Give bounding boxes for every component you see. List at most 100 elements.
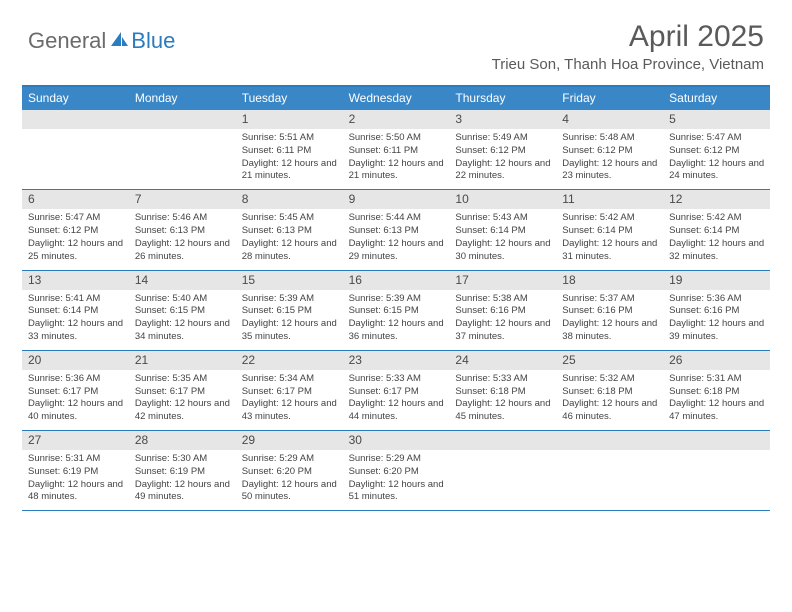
sunrise-line: Sunrise: 5:46 AM	[135, 212, 231, 225]
sunset-line: Sunset: 6:17 PM	[242, 386, 338, 399]
sunrise-line: Sunrise: 5:29 AM	[242, 453, 338, 466]
day-number: 6	[22, 190, 129, 209]
sunrise-line: Sunrise: 5:45 AM	[242, 212, 338, 225]
day-cell: Sunrise: 5:39 AMSunset: 6:15 PMDaylight:…	[343, 290, 450, 350]
sunset-line: Sunset: 6:13 PM	[242, 225, 338, 238]
sunset-line: Sunset: 6:16 PM	[669, 305, 765, 318]
day-cell: Sunrise: 5:47 AMSunset: 6:12 PMDaylight:…	[22, 209, 129, 269]
sunrise-line: Sunrise: 5:36 AM	[669, 293, 765, 306]
daylight-line: Daylight: 12 hours and 29 minutes.	[349, 238, 445, 264]
day-cell: Sunrise: 5:48 AMSunset: 6:12 PMDaylight:…	[556, 129, 663, 189]
sunrise-line: Sunrise: 5:49 AM	[455, 132, 551, 145]
sunrise-line: Sunrise: 5:30 AM	[135, 453, 231, 466]
sunrise-line: Sunrise: 5:47 AM	[28, 212, 124, 225]
sunset-line: Sunset: 6:15 PM	[349, 305, 445, 318]
day-number: 18	[556, 271, 663, 290]
day-number: 12	[663, 190, 770, 209]
sunset-line: Sunset: 6:17 PM	[135, 386, 231, 399]
day-number: 29	[236, 431, 343, 450]
day-number: 14	[129, 271, 236, 290]
daylight-line: Daylight: 12 hours and 22 minutes.	[455, 158, 551, 184]
day-cell: Sunrise: 5:36 AMSunset: 6:16 PMDaylight:…	[663, 290, 770, 350]
daylight-line: Daylight: 12 hours and 25 minutes.	[28, 238, 124, 264]
sunset-line: Sunset: 6:12 PM	[669, 145, 765, 158]
sunrise-line: Sunrise: 5:33 AM	[349, 373, 445, 386]
daylight-line: Daylight: 12 hours and 47 minutes.	[669, 398, 765, 424]
day-cell: Sunrise: 5:35 AMSunset: 6:17 PMDaylight:…	[129, 370, 236, 430]
sunrise-line: Sunrise: 5:43 AM	[455, 212, 551, 225]
day-cell: Sunrise: 5:33 AMSunset: 6:17 PMDaylight:…	[343, 370, 450, 430]
day-number	[22, 110, 129, 129]
day-number: 10	[449, 190, 556, 209]
daynum-band: 6789101112	[22, 190, 770, 209]
daylight-line: Daylight: 12 hours and 37 minutes.	[455, 318, 551, 344]
logo-text-general: General	[28, 28, 106, 54]
sunrise-line: Sunrise: 5:48 AM	[562, 132, 658, 145]
day-number: 3	[449, 110, 556, 129]
sunrise-line: Sunrise: 5:38 AM	[455, 293, 551, 306]
dow-tuesday: Tuesday	[236, 87, 343, 110]
day-number	[129, 110, 236, 129]
daylight-line: Daylight: 12 hours and 38 minutes.	[562, 318, 658, 344]
day-cell: Sunrise: 5:49 AMSunset: 6:12 PMDaylight:…	[449, 129, 556, 189]
day-cell: Sunrise: 5:41 AMSunset: 6:14 PMDaylight:…	[22, 290, 129, 350]
header: General Blue April 2025 Trieu Son, Thanh…	[0, 0, 792, 79]
daylight-line: Daylight: 12 hours and 24 minutes.	[669, 158, 765, 184]
day-number: 19	[663, 271, 770, 290]
sunset-line: Sunset: 6:16 PM	[455, 305, 551, 318]
daylight-line: Daylight: 12 hours and 31 minutes.	[562, 238, 658, 264]
calendar-weeks: 12345Sunrise: 5:51 AMSunset: 6:11 PMDayl…	[22, 110, 770, 511]
dow-saturday: Saturday	[663, 87, 770, 110]
day-cell: Sunrise: 5:30 AMSunset: 6:19 PMDaylight:…	[129, 450, 236, 510]
daylight-line: Daylight: 12 hours and 42 minutes.	[135, 398, 231, 424]
day-cell: Sunrise: 5:34 AMSunset: 6:17 PMDaylight:…	[236, 370, 343, 430]
title-block: April 2025 Trieu Son, Thanh Hoa Province…	[492, 20, 764, 73]
sunset-line: Sunset: 6:18 PM	[562, 386, 658, 399]
sunset-line: Sunset: 6:17 PM	[28, 386, 124, 399]
week-row: 6789101112Sunrise: 5:47 AMSunset: 6:12 P…	[22, 190, 770, 270]
sunset-line: Sunset: 6:19 PM	[135, 466, 231, 479]
sunset-line: Sunset: 6:15 PM	[242, 305, 338, 318]
day-cell: Sunrise: 5:47 AMSunset: 6:12 PMDaylight:…	[663, 129, 770, 189]
day-cell: Sunrise: 5:45 AMSunset: 6:13 PMDaylight:…	[236, 209, 343, 269]
day-number: 9	[343, 190, 450, 209]
daylight-line: Daylight: 12 hours and 34 minutes.	[135, 318, 231, 344]
daynum-band: 13141516171819	[22, 271, 770, 290]
day-number	[556, 431, 663, 450]
daylight-line: Daylight: 12 hours and 40 minutes.	[28, 398, 124, 424]
day-cell	[449, 450, 556, 510]
day-cell	[663, 450, 770, 510]
day-number: 17	[449, 271, 556, 290]
day-cell: Sunrise: 5:46 AMSunset: 6:13 PMDaylight:…	[129, 209, 236, 269]
day-number: 22	[236, 351, 343, 370]
day-number: 11	[556, 190, 663, 209]
day-number: 5	[663, 110, 770, 129]
sunset-line: Sunset: 6:12 PM	[455, 145, 551, 158]
day-cell: Sunrise: 5:39 AMSunset: 6:15 PMDaylight:…	[236, 290, 343, 350]
daylight-line: Daylight: 12 hours and 32 minutes.	[669, 238, 765, 264]
sunset-line: Sunset: 6:18 PM	[669, 386, 765, 399]
day-number: 24	[449, 351, 556, 370]
sunset-line: Sunset: 6:12 PM	[562, 145, 658, 158]
sunset-line: Sunset: 6:15 PM	[135, 305, 231, 318]
daylight-line: Daylight: 12 hours and 46 minutes.	[562, 398, 658, 424]
day-cell: Sunrise: 5:31 AMSunset: 6:18 PMDaylight:…	[663, 370, 770, 430]
daylight-line: Daylight: 12 hours and 39 minutes.	[669, 318, 765, 344]
sunrise-line: Sunrise: 5:34 AM	[242, 373, 338, 386]
sunset-line: Sunset: 6:11 PM	[242, 145, 338, 158]
day-cell: Sunrise: 5:42 AMSunset: 6:14 PMDaylight:…	[663, 209, 770, 269]
day-cell: Sunrise: 5:51 AMSunset: 6:11 PMDaylight:…	[236, 129, 343, 189]
daylight-line: Daylight: 12 hours and 26 minutes.	[135, 238, 231, 264]
day-cell: Sunrise: 5:40 AMSunset: 6:15 PMDaylight:…	[129, 290, 236, 350]
sunrise-line: Sunrise: 5:29 AM	[349, 453, 445, 466]
day-number: 23	[343, 351, 450, 370]
day-number	[663, 431, 770, 450]
day-number: 8	[236, 190, 343, 209]
daynum-band: 20212223242526	[22, 351, 770, 370]
sunset-line: Sunset: 6:14 PM	[562, 225, 658, 238]
day-number: 25	[556, 351, 663, 370]
logo-text-blue: Blue	[131, 28, 175, 54]
dow-sunday: Sunday	[22, 87, 129, 110]
day-cell	[556, 450, 663, 510]
dow-monday: Monday	[129, 87, 236, 110]
